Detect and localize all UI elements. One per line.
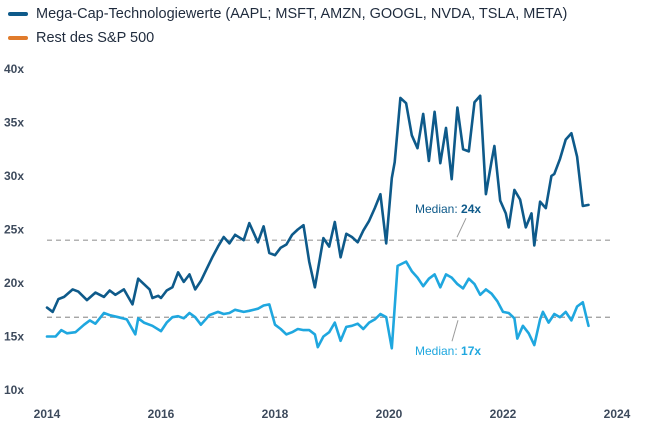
- y-tick-label-15x: 15x: [4, 330, 24, 344]
- y-tick-label-30x: 30x: [4, 169, 24, 183]
- median-leader-rest: [451, 320, 459, 342]
- series-line-rest: [45, 260, 590, 350]
- x-tick-label-2020: 2020: [376, 407, 403, 421]
- legend-item-rest: Rest des S&P 500: [8, 26, 567, 50]
- y-tick-label-35x: 35x: [4, 116, 24, 130]
- median-label-rest: Median: 17x: [415, 344, 481, 358]
- y-axis: 10x 15x 20x 25x 30x 35x 40x: [4, 62, 24, 397]
- x-tick-label-2024: 2024: [604, 407, 631, 421]
- x-tick-label-2022: 2022: [490, 407, 517, 421]
- legend-label-rest: Rest des S&P 500: [36, 30, 155, 46]
- legend-swatch-mega-cap: [8, 12, 28, 16]
- median-label-mega: Median: 24x: [415, 202, 481, 216]
- median-value-rest: 17x: [461, 344, 481, 358]
- x-tick-label-2018: 2018: [262, 407, 289, 421]
- legend-swatch-rest: [8, 36, 28, 40]
- series-line-mega-cap: [45, 94, 590, 314]
- x-tick-label-2016: 2016: [148, 407, 175, 421]
- y-tick-label-10x: 10x: [4, 383, 24, 397]
- x-axis: 2014 2016 2018 2020 2022 2024: [34, 407, 631, 421]
- median-leader-mega: [456, 217, 467, 238]
- y-tick-label-40x: 40x: [4, 62, 24, 76]
- y-tick-label-25x: 25x: [4, 223, 24, 237]
- series-lines: [45, 94, 590, 350]
- chart-legend: Mega-Cap-Technologiewerte (AAPL; MSFT, A…: [8, 2, 567, 50]
- legend-item-mega-cap: Mega-Cap-Technologiewerte (AAPL; MSFT, A…: [8, 2, 567, 26]
- x-tick-label-2014: 2014: [34, 407, 61, 421]
- median-value-mega: 24x: [461, 202, 481, 216]
- legend-label-mega-cap: Mega-Cap-Technologiewerte (AAPL; MSFT, A…: [36, 6, 568, 22]
- y-tick-label-20x: 20x: [4, 276, 24, 290]
